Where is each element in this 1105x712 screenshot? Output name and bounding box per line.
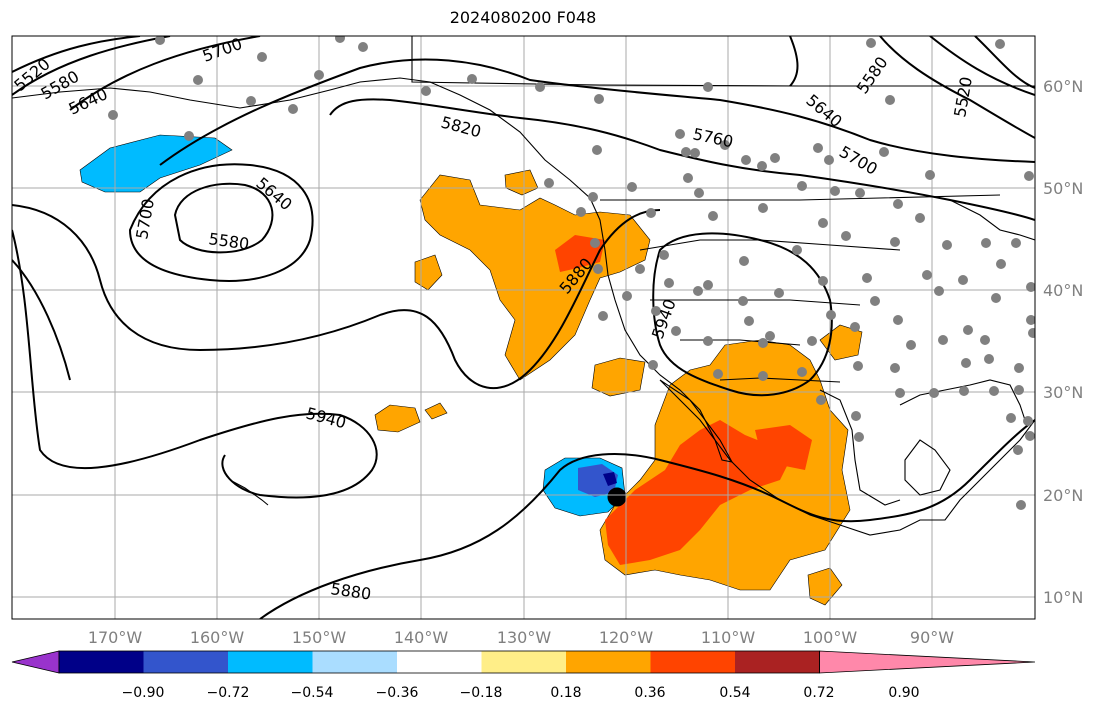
colorbar-segment — [735, 651, 820, 673]
lat-labels: 60°N 50°N 40°N 30°N 20°N 10°N — [1043, 77, 1083, 607]
colorbar-segment — [481, 651, 567, 673]
lon-label: 130°W — [497, 628, 552, 647]
colorbar-tick-label: 0.54 — [719, 685, 750, 701]
colorbar-tick-label: 0.18 — [550, 685, 581, 701]
height-contours — [12, 36, 1035, 619]
station-dots — [108, 36, 1035, 510]
lon-label: 100°W — [803, 628, 858, 647]
colorbar-segment — [59, 651, 144, 673]
lon-label: 140°W — [394, 628, 449, 647]
colorbar-segment — [397, 651, 482, 673]
lat-label: 60°N — [1043, 77, 1083, 96]
anomaly-fill — [79, 134, 863, 606]
colorbar-segment — [819, 650, 1036, 674]
lat-lon-grid — [12, 36, 1035, 619]
negative-anomaly-bering — [79, 134, 233, 193]
lat-label: 10°N — [1043, 588, 1083, 607]
map-frame — [11, 35, 1036, 620]
colorbar-tick-label: −0.36 — [376, 685, 419, 701]
lon-label: 120°W — [599, 628, 654, 647]
colorbar — [11, 650, 1036, 674]
positive-anomaly-south — [807, 567, 843, 606]
lat-label: 50°N — [1043, 179, 1083, 198]
positive-anomaly-small-2 — [414, 254, 443, 291]
colorbar-tick-label: −0.90 — [122, 685, 165, 701]
colorbar-segment — [650, 651, 736, 673]
map-title: 2024080200 F048 — [449, 8, 597, 27]
positive-anomaly-small-1 — [504, 169, 539, 196]
lon-label: 110°W — [701, 628, 756, 647]
colorbar-tick-label: −0.18 — [460, 685, 503, 701]
positive-anomaly-strong-mexico — [605, 420, 790, 565]
tc-center-marker — [607, 487, 627, 507]
colorbar-tick-label: 0.36 — [634, 685, 665, 701]
colorbar-segment — [11, 650, 60, 674]
colorbar-tick-label: −0.54 — [291, 685, 334, 701]
lon-label: 160°W — [190, 628, 245, 647]
colorbar-segment — [566, 651, 651, 673]
lat-label: 40°N — [1043, 281, 1083, 300]
negative-anomaly-tc-center — [603, 472, 617, 486]
positive-anomaly-pacific — [419, 174, 651, 381]
lat-label: 30°N — [1043, 383, 1083, 402]
lon-label: 150°W — [292, 628, 347, 647]
colorbar-segment — [312, 651, 398, 673]
positive-anomaly-pac-3 — [374, 404, 421, 433]
positive-anomaly-pac-2 — [591, 357, 646, 397]
colorbar-ticks: −0.90 −0.72 −0.54 −0.36 −0.18 0.18 0.36 … — [122, 685, 920, 701]
colorbar-segment — [143, 651, 229, 673]
colorbar-tick-label: 0.90 — [888, 685, 919, 701]
lat-label: 20°N — [1043, 486, 1083, 505]
positive-anomaly-strong-e — [755, 425, 812, 470]
colorbar-frame — [58, 650, 820, 674]
colorbar-tick-label: 0.72 — [803, 685, 834, 701]
lon-labels: 170°W 160°W 150°W 140°W 130°W 120°W 110°… — [88, 628, 954, 647]
positive-anomaly-pac-4 — [424, 402, 448, 420]
lon-label: 170°W — [88, 628, 143, 647]
colorbar-tick-label: −0.72 — [207, 685, 250, 701]
lon-label: 90°W — [910, 628, 954, 647]
colorbar-segment — [228, 651, 313, 673]
negative-anomaly-tc-core — [578, 464, 618, 497]
